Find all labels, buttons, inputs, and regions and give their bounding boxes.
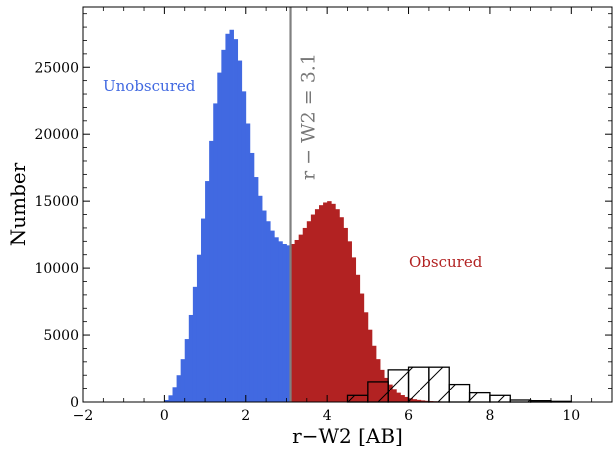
bar-unobscured [249,152,255,402]
bar-obscured [363,312,369,402]
bar-unobscured [245,123,251,403]
y-tick-labels: 0 5000 10000 15000 20000 25000 [34,60,79,411]
bar-unobscured [188,314,194,402]
bar-unobscured [241,91,247,403]
bar-obscured [375,359,381,402]
bar-obscured [290,244,295,402]
filled-histogram [164,29,491,403]
x-tick-label: 6 [404,408,413,424]
bar-unobscured [192,286,198,402]
bar-obscured [339,217,344,402]
y-tick-label: 25000 [34,60,79,76]
x-tick-label: 10 [562,408,580,424]
bar-obscured [335,209,340,402]
x-tick-label: 0 [160,408,169,424]
bar-obscured [347,241,352,402]
bar-obscured [343,227,348,402]
x-tick-label: 2 [241,408,250,424]
outline-bar [387,369,410,403]
bar-obscured [355,274,361,402]
bar-obscured [319,205,324,402]
x-tick-labels: −2 0 2 4 6 8 10 [73,408,581,424]
bar-unobscured [213,103,218,403]
y-axis-label: Number [6,162,30,246]
bar-obscured [310,214,316,402]
bar-obscured [302,227,308,402]
bar-obscured [367,329,373,402]
bar-unobscured [253,177,259,402]
split-line-label: r − W2 = 3.1 [298,53,320,180]
bar-unobscured [180,359,186,402]
bar-obscured [359,293,365,402]
bar-unobscured [201,218,206,402]
bar-unobscured [168,395,173,402]
bar-unobscured [221,49,226,402]
y-tick-label: 0 [70,395,79,411]
bar-obscured [314,209,320,402]
bar-unobscured [196,254,202,402]
bar-obscured [298,234,304,402]
bar-unobscured [225,33,230,402]
bar-obscured [351,257,357,402]
bar-unobscured [205,181,210,402]
bar-obscured [331,203,336,402]
outline-bar [489,394,511,403]
bar-obscured [323,202,328,402]
bar-unobscured [270,230,275,402]
bar-unobscured [209,140,214,402]
annotation-unobscured: Unobscured [103,77,196,95]
outline-bar [407,366,430,403]
bar-unobscured [184,339,190,402]
bar-obscured [371,345,377,402]
x-tick-label: −2 [73,408,94,424]
outline-bar [448,383,471,403]
bar-unobscured [229,29,234,402]
outline-bar [346,394,369,403]
bar-obscured [294,239,300,402]
y-tick-label: 5000 [43,328,79,344]
bar-unobscured [282,244,287,402]
bar-unobscured [286,245,291,402]
outline-bar [367,381,389,403]
x-tick-label: 4 [323,408,332,424]
bar-obscured [327,201,332,402]
y-tick-label: 15000 [34,194,79,210]
annotation-obscured: Obscured [409,253,483,271]
bar-unobscured [257,195,263,402]
x-axis-label: r−W2 [AB] [292,424,403,448]
bar-unobscured [274,237,279,402]
bar-unobscured [172,387,177,402]
axis-ticks [82,7,613,403]
bar-unobscured [233,39,239,403]
bar-unobscured [262,210,267,402]
bar-obscured [306,221,312,402]
outline-bar [468,391,491,403]
y-tick-label: 10000 [34,261,79,277]
bar-unobscured [278,241,283,402]
outline-bar [428,366,450,403]
y-tick-label: 20000 [34,127,79,143]
outline-histogram [346,366,572,403]
bar-unobscured [217,72,222,402]
x-tick-label: 8 [485,408,494,424]
bar-unobscured [266,221,271,402]
bar-unobscured [176,375,182,402]
bar-unobscured [237,60,243,402]
bar-unobscured [164,399,169,402]
